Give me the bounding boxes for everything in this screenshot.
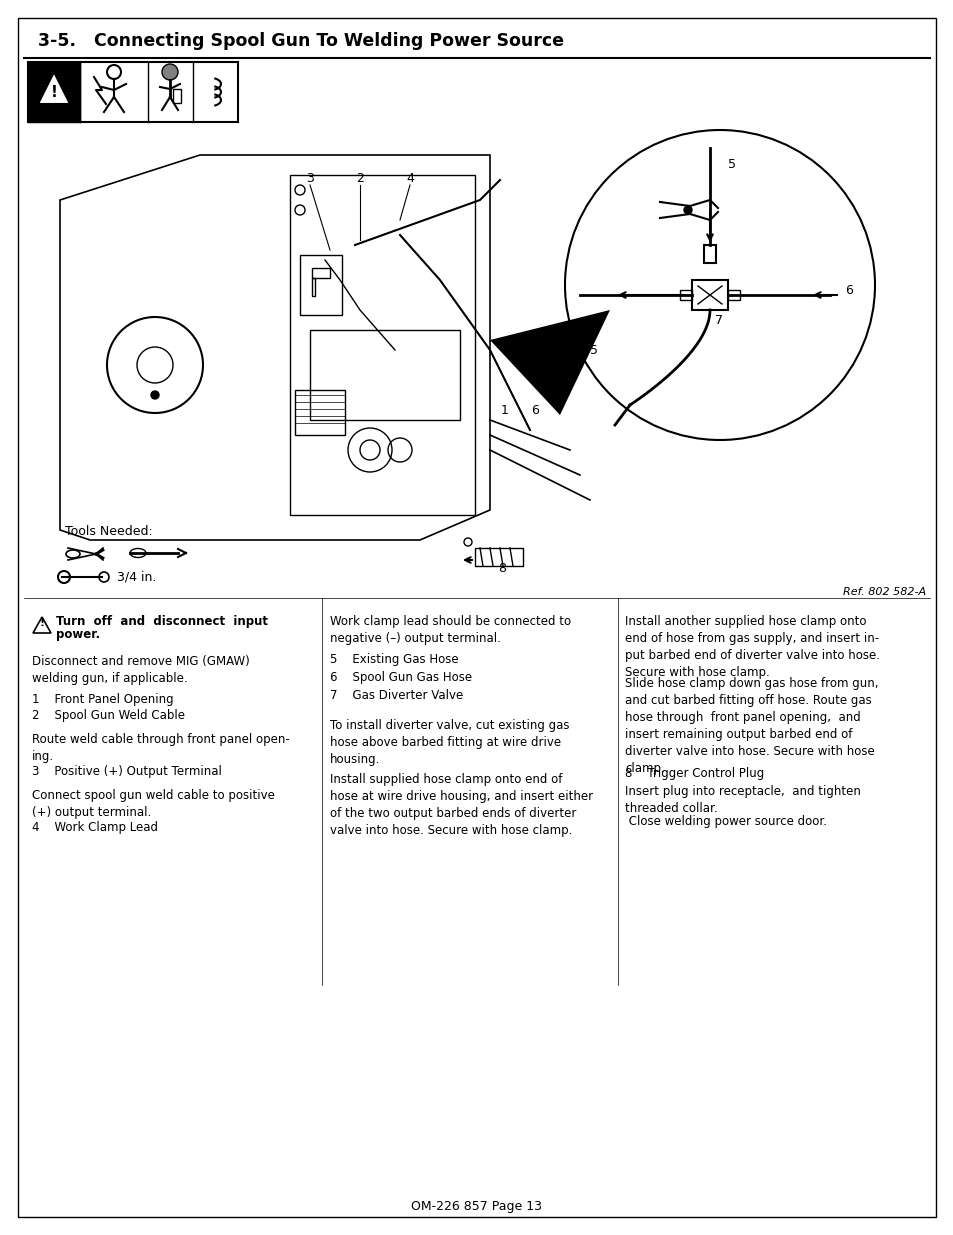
Text: 6: 6 bbox=[844, 284, 852, 296]
Text: Work clamp lead should be connected to
negative (–) output terminal.: Work clamp lead should be connected to n… bbox=[330, 615, 571, 645]
Text: 3-5.   Connecting Spool Gun To Welding Power Source: 3-5. Connecting Spool Gun To Welding Pow… bbox=[38, 32, 563, 49]
Text: 5: 5 bbox=[589, 343, 598, 357]
Text: 5: 5 bbox=[727, 158, 735, 172]
Text: Tools Needed:: Tools Needed: bbox=[65, 525, 152, 538]
Text: Disconnect and remove MIG (GMAW)
welding gun, if applicable.: Disconnect and remove MIG (GMAW) welding… bbox=[32, 655, 250, 685]
Polygon shape bbox=[38, 72, 70, 104]
Circle shape bbox=[151, 391, 159, 399]
Text: 4: 4 bbox=[406, 172, 414, 184]
Text: OM-226 857 Page 13: OM-226 857 Page 13 bbox=[411, 1200, 542, 1213]
Bar bbox=[28, 62, 80, 122]
Text: Connect spool gun weld cable to positive
(+) output terminal.: Connect spool gun weld cable to positive… bbox=[32, 789, 274, 819]
Text: 3: 3 bbox=[306, 172, 314, 184]
Polygon shape bbox=[33, 618, 51, 634]
Text: !: ! bbox=[39, 618, 45, 629]
Bar bbox=[310, 330, 459, 420]
Text: Turn  off  and  disconnect  input: Turn off and disconnect input bbox=[56, 615, 268, 629]
Text: 7    Gas Diverter Valve: 7 Gas Diverter Valve bbox=[330, 689, 463, 701]
Bar bbox=[290, 175, 475, 515]
Bar bbox=[28, 62, 237, 122]
Bar bbox=[475, 548, 522, 566]
Text: 3/4 in.: 3/4 in. bbox=[117, 571, 156, 584]
Bar bbox=[172, 89, 181, 103]
Bar bbox=[312, 278, 314, 296]
Text: 8    Trigger Control Plug: 8 Trigger Control Plug bbox=[624, 767, 763, 781]
Text: 6    Spool Gun Gas Hose: 6 Spool Gun Gas Hose bbox=[330, 671, 472, 684]
Circle shape bbox=[564, 130, 874, 440]
Text: To install diverter valve, cut existing gas
hose above barbed fitting at wire dr: To install diverter valve, cut existing … bbox=[330, 719, 569, 766]
Text: 5    Existing Gas Hose: 5 Existing Gas Hose bbox=[330, 653, 458, 666]
Text: 7: 7 bbox=[714, 314, 722, 326]
Text: !: ! bbox=[51, 85, 57, 100]
Text: 2: 2 bbox=[355, 172, 363, 184]
Bar bbox=[294, 390, 345, 435]
Text: Install another supplied hose clamp onto
end of hose from gas supply, and insert: Install another supplied hose clamp onto… bbox=[624, 615, 879, 679]
Circle shape bbox=[162, 64, 178, 80]
Text: 1    Front Panel Opening: 1 Front Panel Opening bbox=[32, 693, 173, 706]
Text: 1: 1 bbox=[500, 404, 508, 416]
Text: Slide hose clamp down gas hose from gun,
and cut barbed fitting off hose. Route : Slide hose clamp down gas hose from gun,… bbox=[624, 677, 878, 776]
Bar bbox=[679, 290, 691, 300]
Bar bbox=[703, 245, 716, 263]
Text: Ref. 802 582-A: Ref. 802 582-A bbox=[842, 587, 925, 597]
Bar bbox=[691, 280, 727, 310]
Text: 8: 8 bbox=[497, 562, 505, 574]
Circle shape bbox=[683, 206, 691, 214]
Polygon shape bbox=[490, 310, 609, 415]
Text: 6: 6 bbox=[531, 404, 538, 416]
Bar bbox=[299, 254, 341, 315]
Text: 3    Positive (+) Output Terminal: 3 Positive (+) Output Terminal bbox=[32, 764, 222, 778]
Text: Insert plug into receptacle,  and tighten
threaded collar.: Insert plug into receptacle, and tighten… bbox=[624, 785, 860, 815]
Bar bbox=[312, 268, 330, 278]
Text: power.: power. bbox=[56, 629, 100, 641]
Text: Route weld cable through front panel open-
ing.: Route weld cable through front panel ope… bbox=[32, 734, 290, 763]
Text: Close welding power source door.: Close welding power source door. bbox=[624, 815, 826, 827]
Text: Install supplied hose clamp onto end of
hose at wire drive housing, and insert e: Install supplied hose clamp onto end of … bbox=[330, 773, 593, 837]
Text: 4    Work Clamp Lead: 4 Work Clamp Lead bbox=[32, 821, 158, 834]
Bar bbox=[727, 290, 740, 300]
Text: 2    Spool Gun Weld Cable: 2 Spool Gun Weld Cable bbox=[32, 709, 185, 722]
